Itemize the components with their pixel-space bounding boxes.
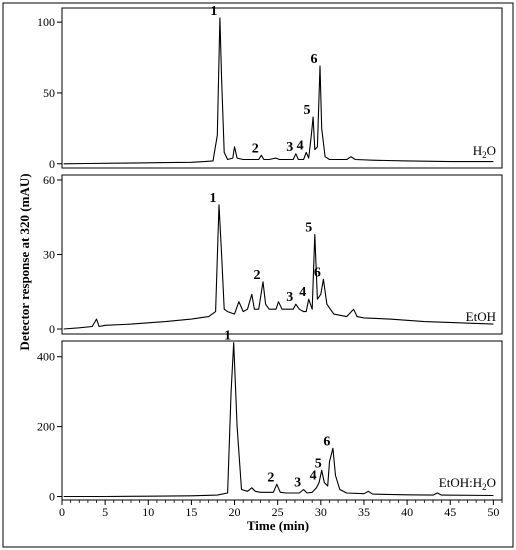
x-tick-label: 0: [59, 505, 65, 519]
panel-frame: [61, 7, 503, 169]
x-tick-label: 40: [401, 505, 413, 519]
peak-label-6: 6: [310, 52, 317, 67]
peak-label-3: 3: [294, 476, 301, 491]
y-tick-label: 0: [49, 157, 55, 171]
peak-label-5: 5: [304, 103, 311, 118]
y-tick-label: 0: [49, 490, 55, 504]
y-tick-label: 0: [49, 322, 55, 336]
x-tick-label: 5: [102, 505, 108, 519]
panel-label: EtOH:H2O: [439, 475, 496, 492]
x-tick-label: 45: [444, 505, 456, 519]
y-tick-label: 60: [43, 173, 55, 187]
x-tick-label: 10: [142, 505, 154, 519]
panel-frame: [61, 340, 503, 501]
x-tick-label: 50: [487, 505, 499, 519]
panel-label: EtOH: [466, 309, 496, 324]
peak-label-2: 2: [267, 470, 274, 485]
panel-1: 0 50 100 1 2 3 4 5 6 H2O: [37, 4, 503, 171]
x-tick-label: 20: [229, 505, 241, 519]
peak-label-1: 1: [224, 329, 231, 344]
peak-label-6: 6: [314, 265, 321, 280]
panel-3: 0 200 400 1 2 3 456 EtOH:H2O: [37, 329, 503, 504]
x-axis: 0 5 10 15 20 25 30 35 40 45 50: [59, 500, 503, 519]
peak-label-3: 3: [286, 290, 293, 305]
y-axis-title: Detector response at 320 (mAU): [17, 173, 32, 350]
y-tick-label: 200: [37, 420, 55, 434]
peak-label-5: 5: [315, 456, 322, 471]
y-tick-label: 50: [43, 86, 55, 100]
peak-label-1: 1: [210, 4, 217, 19]
y-tick-label: 400: [37, 350, 55, 364]
x-tick-label: 30: [315, 505, 327, 519]
peak-label-6: 6: [323, 434, 330, 449]
peak-label-1: 1: [210, 191, 217, 206]
x-tick-label: 35: [358, 505, 370, 519]
panel-2: 0 30 60 1 2 3 4 5 6 EtOH: [43, 173, 503, 336]
chromatogram-trace: [63, 204, 494, 330]
peak-label-3: 3: [286, 140, 293, 155]
y-tick-label: 30: [43, 248, 55, 262]
peak-label-4: 4: [310, 469, 317, 484]
peak-label-5: 5: [305, 221, 312, 236]
x-tick-label: 15: [185, 505, 197, 519]
peak-label-4: 4: [299, 285, 306, 300]
y-tick-label: 100: [37, 15, 55, 29]
peak-label-2: 2: [252, 141, 259, 156]
x-axis-title: Time (min): [247, 518, 309, 533]
peak-label-2: 2: [254, 268, 261, 283]
chromatogram-trace: [63, 17, 494, 165]
chromatogram-trace: [63, 342, 494, 498]
panel-label: H2O: [473, 143, 496, 160]
x-tick-label: 25: [272, 505, 284, 519]
peak-label-4: 4: [297, 138, 304, 153]
